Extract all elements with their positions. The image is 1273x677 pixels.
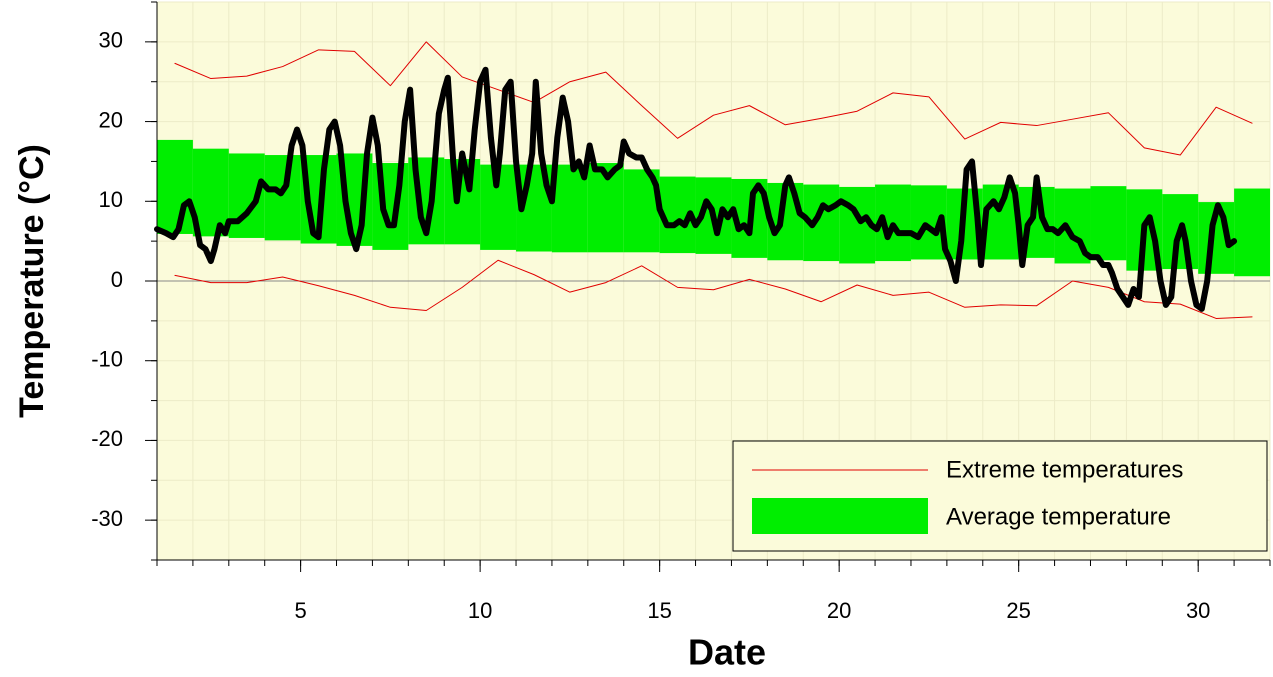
average-band — [1090, 186, 1127, 261]
x-tick-label: 10 — [468, 598, 492, 623]
x-tick-label: 30 — [1186, 598, 1210, 623]
y-tick-label: 20 — [99, 107, 123, 132]
legend-swatch — [752, 498, 928, 534]
average-band — [192, 148, 229, 237]
x-tick-label: 5 — [294, 598, 306, 623]
y-tick-label: 30 — [99, 28, 123, 53]
x-tick-label: 15 — [647, 598, 671, 623]
x-tick-label: 25 — [1006, 598, 1030, 623]
y-tick-label: -10 — [91, 347, 123, 372]
average-band — [1234, 188, 1270, 277]
average-band — [157, 139, 193, 234]
average-band — [264, 155, 301, 241]
measured-line — [154, 66, 1238, 312]
legend-label: Extreme temperatures — [946, 456, 1183, 483]
y-axis-title: Temperature (°C) — [13, 144, 51, 418]
extreme-min-line — [174, 259, 1253, 319]
average-band — [551, 164, 588, 253]
y-tick-label: 10 — [99, 187, 123, 212]
y-tick-label: -20 — [91, 426, 123, 451]
y-tick-label: -30 — [91, 506, 123, 531]
x-axis-title: Date — [688, 632, 766, 673]
x-tick-label: 20 — [827, 598, 851, 623]
extreme-max-line — [174, 41, 1253, 156]
y-tick-label: 0 — [111, 267, 123, 292]
legend-label: Average temperature — [946, 503, 1171, 530]
